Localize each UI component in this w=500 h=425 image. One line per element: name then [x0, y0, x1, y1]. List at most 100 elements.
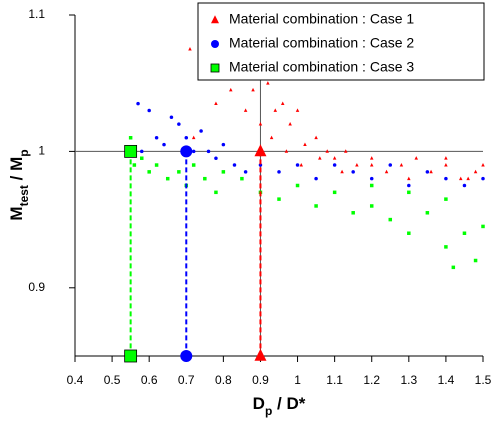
- legend-label: Material combination : Case 1: [229, 11, 414, 27]
- marker: [191, 163, 196, 167]
- marker: [124, 144, 138, 158]
- marker: [451, 265, 456, 270]
- marker: [177, 170, 181, 174]
- marker: [243, 170, 248, 174]
- marker: [444, 197, 448, 201]
- x-label-sub: p: [265, 404, 272, 418]
- marker: [191, 135, 196, 140]
- x-tick-label: 0.7: [178, 373, 195, 387]
- marker: [140, 156, 144, 160]
- y-tick-label: 0.9: [28, 280, 45, 294]
- marker: [314, 176, 318, 181]
- marker: [332, 190, 337, 195]
- marker: [280, 101, 285, 106]
- marker: [132, 163, 137, 167]
- marker: [444, 162, 448, 167]
- y-label-sub: p: [17, 149, 31, 156]
- marker: [154, 136, 159, 140]
- marker: [277, 197, 281, 201]
- marker: [314, 135, 318, 140]
- marker: [254, 348, 267, 361]
- marker: [325, 149, 329, 153]
- y-label-part: / M: [7, 157, 26, 185]
- legend-marker: [211, 15, 219, 24]
- marker: [165, 176, 170, 181]
- marker: [184, 136, 189, 140]
- marker: [351, 170, 355, 174]
- marker: [414, 156, 418, 160]
- marker: [369, 162, 374, 167]
- marker: [232, 163, 237, 167]
- legend-marker: [211, 40, 219, 48]
- y-label-part: M: [7, 206, 26, 220]
- marker: [154, 163, 159, 167]
- marker: [369, 204, 374, 208]
- marker: [147, 170, 151, 174]
- marker: [425, 211, 430, 215]
- marker: [136, 101, 140, 106]
- x-tick-label: 0.8: [215, 373, 232, 387]
- marker: [295, 108, 300, 112]
- marker: [351, 211, 355, 215]
- marker: [444, 176, 448, 181]
- marker: [481, 224, 485, 229]
- marker: [444, 245, 448, 249]
- marker: [214, 101, 218, 106]
- marker: [355, 162, 359, 167]
- marker: [221, 142, 226, 147]
- legend-label: Material combination : Case 3: [229, 59, 414, 75]
- x-tick-label: 1.3: [400, 373, 417, 387]
- marker: [458, 176, 463, 181]
- marker: [332, 156, 337, 160]
- marker: [191, 149, 196, 154]
- marker: [340, 169, 344, 174]
- x-tick-label: 1.2: [363, 373, 380, 387]
- marker: [299, 162, 304, 167]
- x-tick-label: 1.5: [475, 373, 492, 387]
- x-tick-label: 0.5: [104, 373, 121, 387]
- marker: [384, 169, 389, 174]
- marker: [269, 135, 274, 140]
- marker: [481, 162, 485, 167]
- marker: [243, 108, 248, 112]
- marker: [229, 87, 233, 92]
- marker: [284, 149, 289, 153]
- marker: [407, 190, 411, 195]
- y-tick-label: 1: [38, 144, 45, 158]
- marker: [303, 142, 307, 146]
- marker: [473, 258, 478, 263]
- x-tick-label: 0.9: [252, 373, 269, 387]
- marker: [388, 217, 393, 222]
- marker: [203, 176, 207, 181]
- marker: [221, 170, 226, 174]
- marker: [369, 183, 374, 188]
- marker: [169, 115, 174, 120]
- marker: [180, 145, 193, 158]
- marker: [388, 163, 393, 167]
- marker: [214, 190, 218, 195]
- x-axis-label: Dp / D*: [253, 394, 306, 418]
- marker: [288, 122, 292, 126]
- marker: [318, 156, 322, 160]
- marker: [180, 350, 193, 362]
- marker: [177, 122, 181, 126]
- x-tick-label: 1.1: [326, 373, 343, 387]
- x-tick-label: 0.6: [141, 373, 158, 387]
- marker: [258, 122, 263, 126]
- marker: [425, 170, 430, 174]
- marker: [332, 163, 337, 167]
- marker: [314, 204, 318, 208]
- marker: [240, 176, 244, 181]
- marker: [251, 87, 255, 92]
- marker: [254, 144, 267, 157]
- legend-label: Material combination : Case 2: [229, 35, 414, 51]
- marker: [199, 129, 203, 133]
- marker: [369, 156, 374, 160]
- marker: [407, 183, 411, 188]
- marker: [295, 183, 300, 188]
- marker: [407, 176, 411, 181]
- x-tick-label: 1.4: [438, 373, 455, 387]
- legend-box: [197, 2, 485, 81]
- marker: [147, 108, 151, 113]
